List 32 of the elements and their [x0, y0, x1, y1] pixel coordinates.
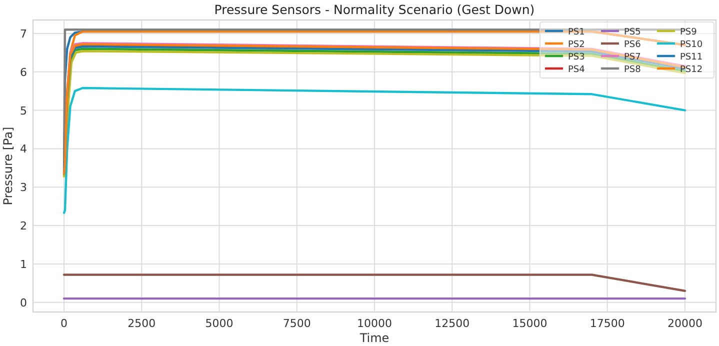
legend-label: PS1	[568, 28, 585, 38]
y-axis-title: Pressure [Pa]	[1, 126, 15, 206]
x-tick-label: 12500	[434, 317, 470, 330]
x-axis-title: Time	[358, 331, 390, 345]
legend-label: PS12	[680, 65, 703, 75]
legend-label: PS10	[680, 40, 703, 50]
legend-label: PS5	[624, 28, 641, 38]
y-tick-label: 7	[20, 27, 27, 40]
y-tick-label: 4	[20, 142, 27, 156]
y-tick-label: 2	[20, 220, 27, 233]
x-tick-label: 2500	[128, 317, 156, 330]
chart-title: Pressure Sensors - Normality Scenario (Gest Down)	[214, 2, 535, 17]
legend-label: PS4	[568, 65, 586, 75]
x-tick-label: 17500	[590, 317, 625, 330]
x-tick-label: 15000	[512, 317, 548, 330]
y-tick-label: 5	[20, 104, 27, 118]
x-tick-label: 0	[60, 317, 68, 330]
legend-label: PS6	[624, 40, 642, 50]
x-tick-label: 7500	[282, 317, 311, 330]
y-tick-label: 3	[20, 181, 27, 194]
y-tick-label: 1	[20, 258, 27, 271]
x-tick-label: 5000	[205, 317, 234, 330]
legend-label: PS11	[680, 52, 703, 62]
legend-label: PS2	[568, 40, 585, 50]
legend-label: PS8	[624, 65, 642, 75]
y-tick-label: 6	[20, 66, 27, 79]
legend-label: PS9	[680, 28, 698, 38]
legend-label: PS7	[624, 52, 641, 62]
x-tick-label: 10000	[357, 317, 392, 330]
legend-label: PS3	[568, 52, 585, 62]
y-tick-label: 0	[20, 296, 27, 310]
x-tick-label: 20000	[667, 317, 702, 330]
